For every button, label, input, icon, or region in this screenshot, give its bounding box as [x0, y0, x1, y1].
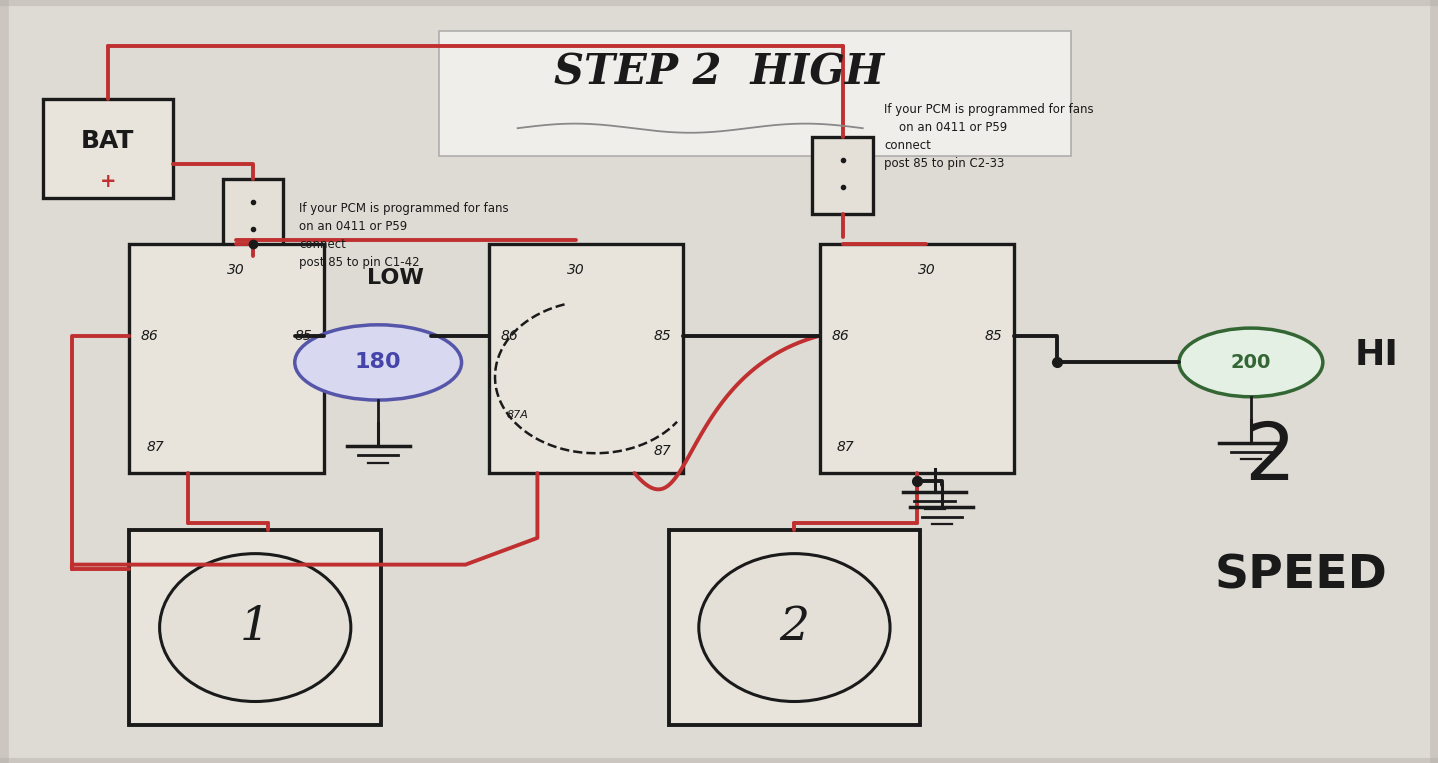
- FancyBboxPatch shape: [223, 179, 283, 256]
- Ellipse shape: [160, 554, 351, 701]
- Text: 87: 87: [654, 444, 672, 458]
- Text: 85: 85: [295, 329, 312, 343]
- Text: 87: 87: [147, 440, 164, 454]
- Text: 87A: 87A: [506, 410, 528, 420]
- Text: If your PCM is programmed for fans
    on an 0411 or P59
connect
post 85 to pin : If your PCM is programmed for fans on an…: [884, 103, 1094, 170]
- Text: 86: 86: [831, 329, 848, 343]
- FancyBboxPatch shape: [129, 244, 324, 473]
- Text: LOW: LOW: [367, 269, 424, 288]
- Ellipse shape: [699, 554, 890, 701]
- Text: +: +: [99, 172, 116, 191]
- Text: 87: 87: [837, 440, 854, 454]
- Text: BAT: BAT: [81, 129, 135, 153]
- Text: 30: 30: [917, 263, 935, 277]
- Text: 86: 86: [500, 329, 518, 343]
- Text: 200: 200: [1231, 353, 1271, 372]
- FancyBboxPatch shape: [820, 244, 1014, 473]
- Text: 86: 86: [141, 329, 158, 343]
- Text: 30: 30: [227, 263, 244, 277]
- Text: STEP 2  HIGH: STEP 2 HIGH: [554, 51, 884, 94]
- FancyBboxPatch shape: [812, 137, 873, 214]
- FancyBboxPatch shape: [669, 530, 920, 725]
- Text: 85: 85: [985, 329, 1002, 343]
- Text: 30: 30: [568, 263, 585, 277]
- Text: 2: 2: [779, 605, 810, 650]
- Text: 180: 180: [355, 353, 401, 372]
- Ellipse shape: [1179, 328, 1323, 397]
- Text: SPEED: SPEED: [1215, 554, 1388, 598]
- Text: 2: 2: [1244, 419, 1294, 497]
- Text: 1: 1: [240, 605, 270, 650]
- FancyBboxPatch shape: [439, 31, 1071, 156]
- FancyBboxPatch shape: [489, 244, 683, 473]
- FancyBboxPatch shape: [43, 99, 173, 198]
- FancyBboxPatch shape: [129, 530, 381, 725]
- Text: 85: 85: [654, 329, 672, 343]
- Text: HI: HI: [1355, 338, 1398, 372]
- Ellipse shape: [295, 325, 462, 400]
- Text: If your PCM is programmed for fans
on an 0411 or P59
connect
post 85 to pin C1-4: If your PCM is programmed for fans on an…: [299, 202, 509, 269]
